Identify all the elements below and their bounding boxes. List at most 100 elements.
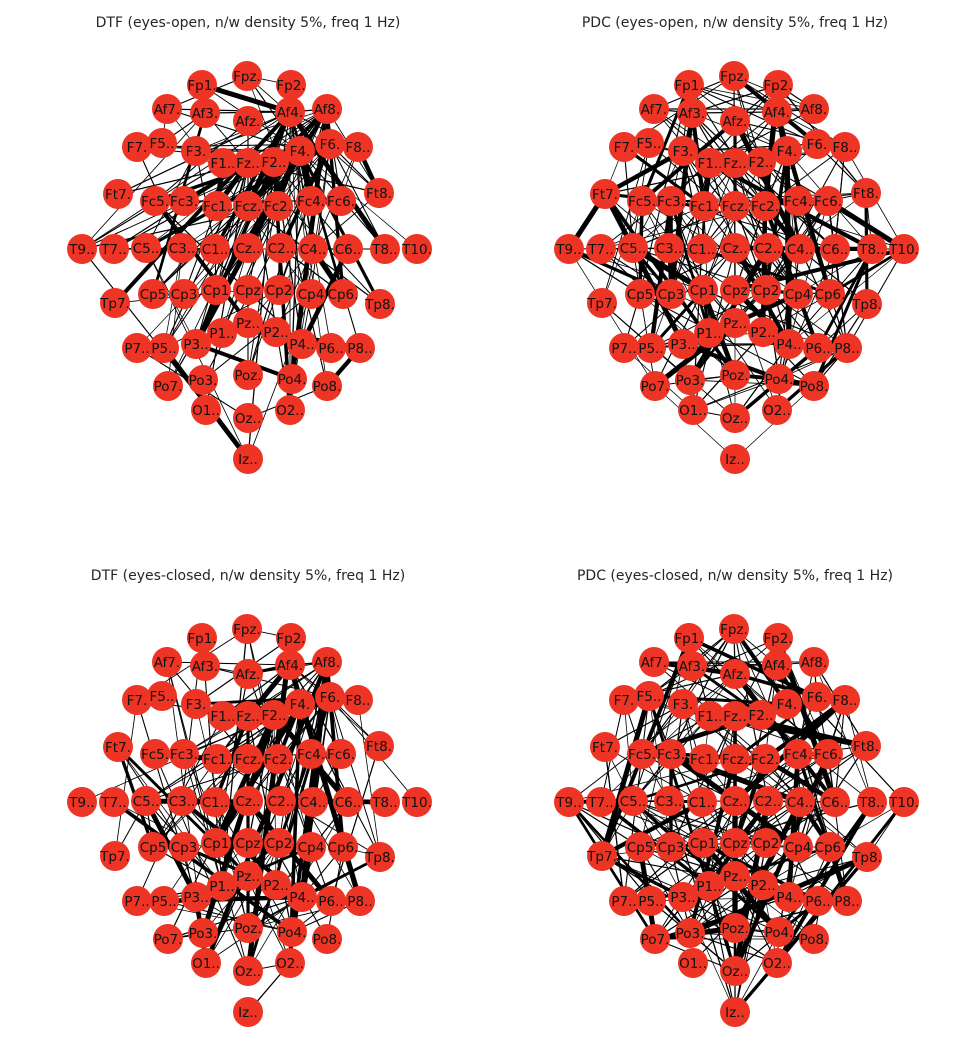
- electrode-node: P2..: [748, 870, 778, 900]
- electrode-circle: [720, 744, 750, 774]
- electrode-circle: [138, 832, 168, 862]
- electrode-label: P3..: [670, 890, 695, 906]
- electrode-node: F2..: [746, 700, 776, 730]
- electrode-label: Fcz.: [235, 199, 262, 215]
- electrode-label: F3.: [673, 144, 694, 160]
- electrode-label: T7..: [587, 242, 613, 258]
- electrode-node: T9..: [554, 234, 584, 264]
- edge: [329, 696, 344, 848]
- electrode-node: F1..: [695, 701, 725, 731]
- electrode-circle: [668, 882, 698, 912]
- electrode-label: C3..: [169, 241, 196, 257]
- electrode-node: Fz..: [720, 701, 750, 731]
- electrode-node: Fcz.: [720, 744, 750, 774]
- electrode-circle: [799, 371, 829, 401]
- node-layer: Fp1. Fpz. Fp2. Af7. Af3. Afz. Af4. Af8. F7. F5.. F…: [554, 614, 919, 1027]
- electrode-node: Fcz.: [233, 744, 263, 774]
- electrode-node: Cp3: [169, 279, 199, 309]
- electrode-label: Po4.: [278, 372, 307, 388]
- edge: [669, 199, 711, 335]
- electrode-label: Cp4: [298, 840, 325, 856]
- electrode-label: Tp7.: [586, 296, 617, 312]
- electrode-node: Fpz.: [232, 61, 262, 91]
- electrode-label: C1..: [202, 795, 229, 811]
- edge: [622, 145, 706, 208]
- electrode-circle: [832, 333, 862, 363]
- electrode-circle: [762, 948, 792, 978]
- electrode-circle: [328, 279, 358, 309]
- electrode-label: Ft8.: [366, 739, 392, 755]
- electrode-label: C2..: [268, 241, 295, 257]
- edge: [703, 205, 710, 334]
- electrode-circle: [748, 317, 778, 347]
- electrode-node: C5..: [618, 233, 648, 263]
- electrode-node: Fp1.: [187, 623, 217, 653]
- edge: [731, 626, 790, 707]
- electrode-node: Oz..: [233, 956, 263, 986]
- electrode-node: Fc3.: [656, 739, 686, 769]
- electrode-label: P1..: [209, 326, 234, 342]
- electrode-circle: [677, 651, 707, 681]
- electrode-circle: [674, 623, 704, 653]
- electrode-label: Cp3: [171, 287, 198, 303]
- electrode-circle: [764, 364, 794, 394]
- electrode-label: Cp6.: [815, 840, 846, 856]
- panel-title: PDC (eyes-closed, n/w density 5%, freq 1…: [577, 568, 893, 584]
- electrode-circle: [719, 61, 749, 91]
- electrode-circle: [233, 786, 263, 816]
- electrode-node: F3.: [668, 136, 698, 166]
- electrode-circle: [153, 371, 183, 401]
- electrode-node: Cpz: [233, 275, 263, 305]
- electrode-node: Fp1.: [674, 623, 704, 653]
- edge: [639, 846, 691, 934]
- electrode-circle: [345, 886, 375, 916]
- electrode-circle: [264, 275, 294, 305]
- electrode-node: C5..: [618, 786, 648, 816]
- electrode-circle: [233, 744, 263, 774]
- electrode-label: Tp7.: [586, 849, 617, 865]
- electrode-node: P8..: [832, 886, 862, 916]
- edge: [670, 84, 779, 202]
- electrode-circle: [190, 651, 220, 681]
- electrode-label: Fc4.: [297, 747, 325, 763]
- electrode-node: Fp2.: [763, 70, 793, 100]
- electrode-label: Af7.: [154, 102, 180, 118]
- electrode-node: Af4.: [762, 97, 792, 127]
- electrode-circle: [152, 647, 182, 677]
- electrode-label: F2..: [262, 155, 287, 171]
- electrode-node: T7..: [99, 787, 129, 817]
- electrode-node: F6.: [315, 129, 345, 159]
- electrode-node: O1..: [678, 395, 708, 425]
- electrode-label: Fc3.: [170, 194, 198, 210]
- electrode-label: Cp6.: [328, 287, 359, 303]
- electrode-node: P2..: [748, 317, 778, 347]
- electrode-label: C4..: [787, 795, 814, 811]
- electrode-node: P8..: [345, 886, 375, 916]
- electrode-circle: [259, 147, 289, 177]
- edge: [278, 703, 301, 844]
- edge: [816, 247, 874, 350]
- electrode-node: F4.: [285, 136, 315, 166]
- edge: [797, 661, 815, 755]
- electrode-circle: [677, 98, 707, 128]
- electrode-circle: [802, 129, 832, 159]
- electrode-circle: [233, 956, 263, 986]
- edge: [600, 854, 685, 899]
- electrode-node: Poz.: [720, 360, 750, 390]
- electrode-node: P1..: [207, 871, 237, 901]
- electrode-circle: [720, 308, 750, 338]
- electrode-label: F4.: [777, 144, 798, 160]
- electrode-label: Fc1.: [690, 199, 718, 215]
- electrode-node: Cp6.: [328, 279, 359, 309]
- electrode-circle: [202, 744, 232, 774]
- electrode-label: Cp5: [627, 840, 654, 856]
- electrode-circle: [259, 700, 289, 730]
- electrode-label: P6..: [805, 894, 830, 910]
- electrode-circle: [275, 650, 305, 680]
- electrode-node: C6..: [820, 787, 850, 817]
- electrode-label: Pz..: [236, 316, 260, 332]
- electrode-node: Cp6.: [815, 279, 845, 309]
- electrode-node: O2..: [275, 395, 305, 425]
- panel-title: DTF (eyes-open, n/w density 5%, freq 1 H…: [96, 15, 401, 31]
- electrode-circle: [201, 275, 231, 305]
